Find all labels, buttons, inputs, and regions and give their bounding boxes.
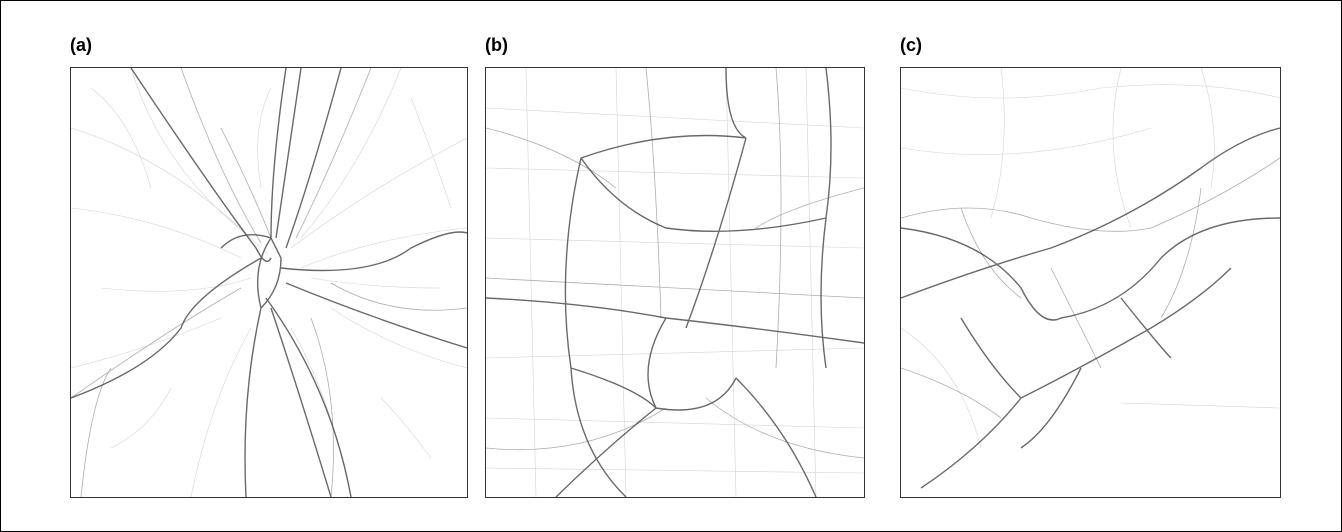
panel-label: (a) (70, 35, 92, 56)
road-network (486, 68, 864, 497)
road-map (70, 67, 468, 498)
road-network (71, 68, 467, 497)
road-network (901, 68, 1280, 497)
figure: (a) (b) (c) (0, 0, 1342, 532)
panel-label: (b) (485, 35, 508, 56)
panel-label: (c) (900, 35, 922, 56)
road-map (900, 67, 1281, 498)
road-map (485, 67, 865, 498)
